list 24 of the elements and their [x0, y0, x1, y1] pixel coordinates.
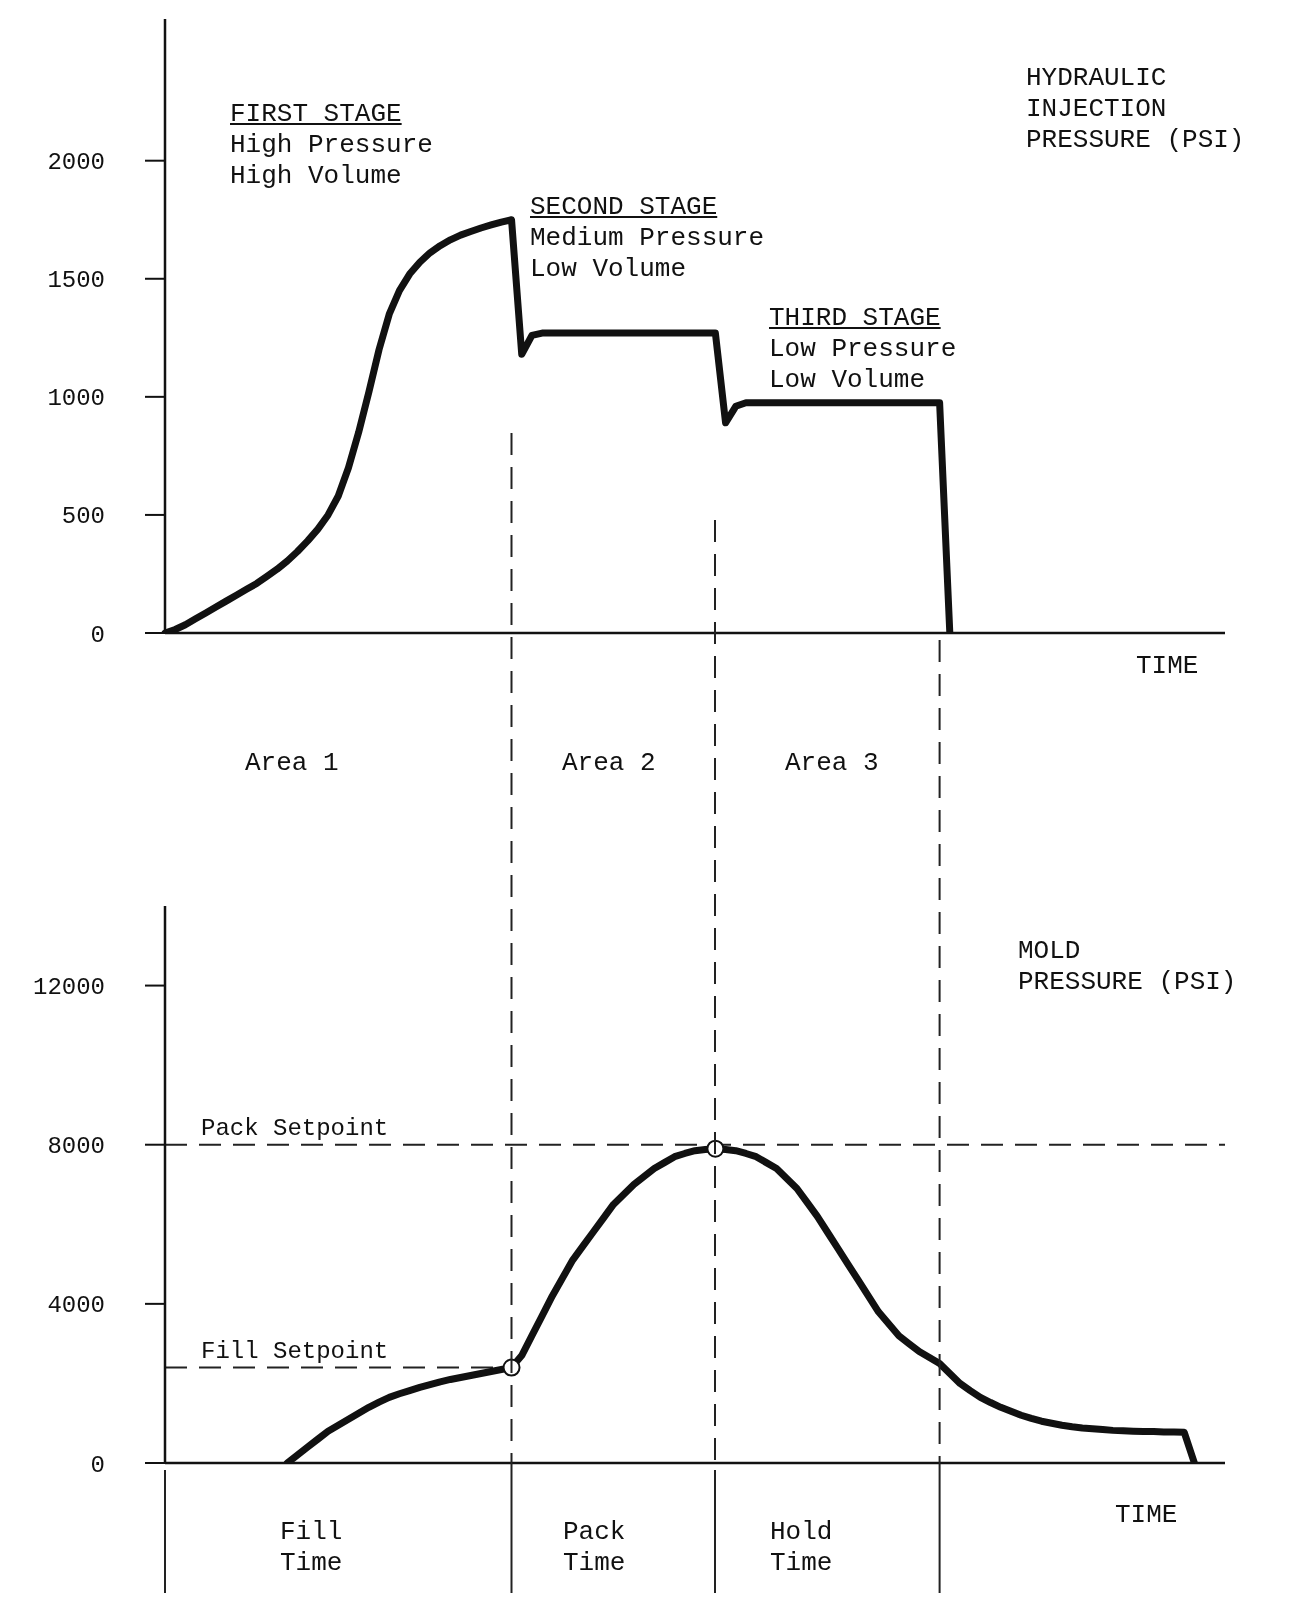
x-axis-title: TIME — [1115, 1500, 1178, 1530]
y-tick-label: 0 — [90, 1451, 105, 1479]
annotation: FIRST STAGE High Pressure High Volume — [230, 99, 433, 192]
annotation: THIRD STAGE Low Pressure Low Volume — [769, 303, 957, 396]
text: Area 2 — [562, 748, 656, 779]
y-axis-title: MOLD PRESSURE (PSI) — [1018, 936, 1237, 998]
y-tick-label: 12000 — [32, 974, 105, 1002]
y-axis-title: HYDRAULIC INJECTION PRESSURE (PSI) — [1026, 63, 1245, 156]
text: Fill Time — [280, 1517, 343, 1579]
x-axis-title: TIME — [1136, 651, 1199, 681]
y-tick-label: 8000 — [47, 1133, 105, 1161]
ref-line-label: Fill Setpoint — [201, 1337, 389, 1365]
text: Area 1 — [245, 748, 339, 779]
text: Hold Time — [770, 1517, 833, 1579]
y-tick-label: 2000 — [47, 149, 105, 177]
y-tick-label: 4000 — [47, 1292, 105, 1320]
y-tick-label: 1000 — [47, 385, 105, 413]
text: Area 3 — [785, 748, 879, 779]
text: Pack Time — [563, 1517, 626, 1579]
y-tick-label: 500 — [61, 503, 105, 531]
y-tick-label: 0 — [90, 621, 105, 649]
y-tick-label: 1500 — [47, 267, 105, 295]
annotation: SECOND STAGE Medium Pressure Low Volume — [530, 192, 765, 285]
ref-line-label: Pack Setpoint — [201, 1114, 389, 1142]
